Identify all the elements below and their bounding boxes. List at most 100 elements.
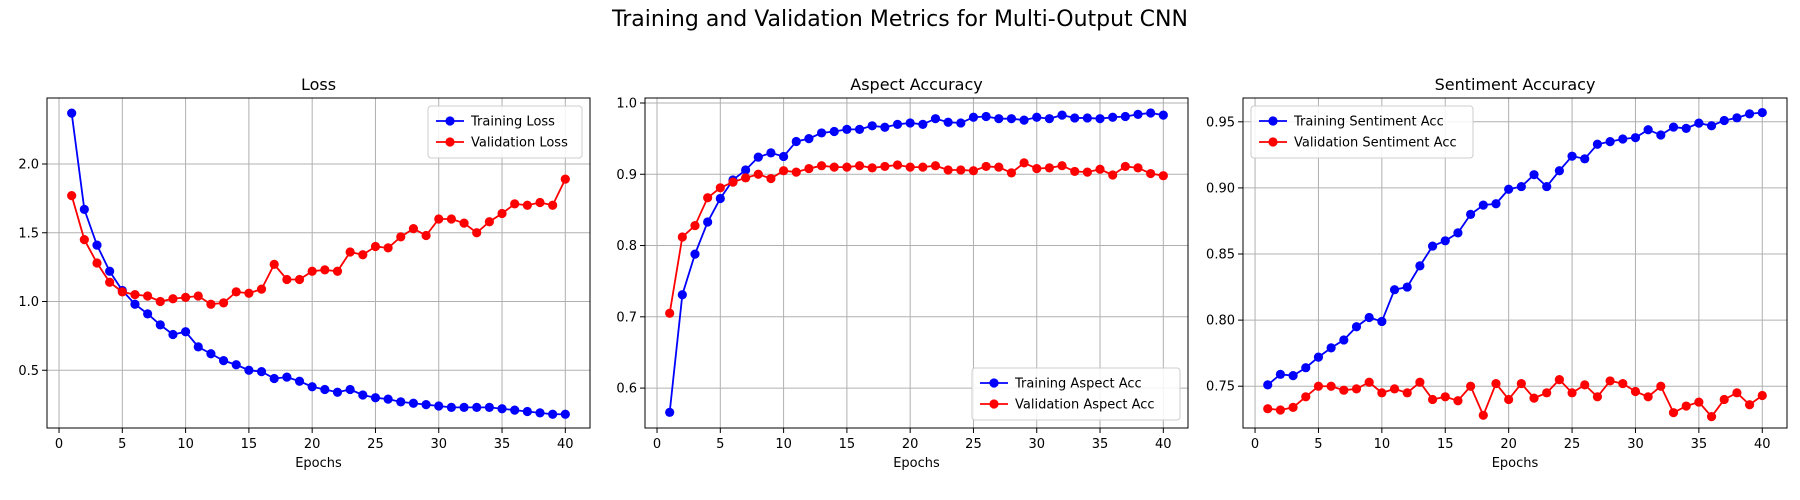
data-point-s1-38 xyxy=(1133,109,1143,119)
data-point-s1-29 xyxy=(421,400,431,410)
data-point-s1-15 xyxy=(244,365,254,375)
data-point-s2-6 xyxy=(1326,381,1336,391)
data-point-s2-26 xyxy=(1580,380,1590,390)
x-tick-label-4: 20 xyxy=(304,437,321,452)
legend-marker-2 xyxy=(1268,137,1278,147)
data-point-s2-5 xyxy=(117,287,127,297)
legend: Training Aspect Acc Validation Aspect Acc xyxy=(971,367,1181,421)
data-point-s1-20 xyxy=(1504,184,1514,194)
subplot-title: Sentiment Accuracy xyxy=(1435,75,1596,94)
data-point-s2-31 xyxy=(446,214,457,224)
series-line-1 xyxy=(70,113,566,416)
y-tick-label-1: 1.0 xyxy=(18,295,39,310)
data-point-s2-19 xyxy=(294,274,305,285)
data-point-s1-17 xyxy=(867,121,877,131)
data-point-s2-24 xyxy=(358,250,368,260)
data-point-s1-21 xyxy=(1516,181,1526,192)
x-tick-label-8: 40 xyxy=(557,437,574,452)
data-point-s2-11 xyxy=(193,291,203,301)
data-point-s1-37 xyxy=(1120,111,1130,122)
data-point-s1-14 xyxy=(231,360,241,370)
data-point-s2-11 xyxy=(1389,384,1400,394)
data-point-s1-16 xyxy=(854,124,865,134)
data-point-s2-32 xyxy=(1656,381,1666,391)
data-point-s1-9 xyxy=(168,329,178,340)
data-point-s2-20 xyxy=(905,162,915,172)
data-point-s1-18 xyxy=(282,372,292,382)
data-point-s1-19 xyxy=(294,376,305,386)
data-point-s1-40 xyxy=(1757,107,1767,118)
data-point-s2-25 xyxy=(370,241,381,252)
series-line-1 xyxy=(668,112,1164,413)
data-point-s2-31 xyxy=(1643,392,1653,402)
legend-marker-1 xyxy=(989,378,999,388)
data-point-s1-14 xyxy=(829,126,839,137)
data-point-s2-23 xyxy=(1542,388,1552,398)
data-point-s2-4 xyxy=(105,277,115,287)
data-point-s1-26 xyxy=(383,394,393,404)
data-point-s2-23 xyxy=(943,165,953,175)
data-point-s2-4 xyxy=(703,193,713,203)
data-point-s2-30 xyxy=(1630,386,1641,397)
data-point-s2-36 xyxy=(1706,412,1717,422)
x-tick-label-3: 15 xyxy=(1437,437,1454,452)
data-point-s2-13 xyxy=(1415,377,1425,387)
data-point-s1-5 xyxy=(1313,352,1324,362)
data-point-s2-35 xyxy=(1694,397,1704,407)
data-point-s1-21 xyxy=(320,384,330,395)
series-line-1 xyxy=(1267,111,1763,386)
data-point-s1-22 xyxy=(930,114,941,124)
data-point-s1-9 xyxy=(766,148,776,158)
data-point-s1-4 xyxy=(105,266,115,276)
data-point-s1-39 xyxy=(548,409,558,419)
data-point-s2-27 xyxy=(1592,392,1603,402)
legend-box xyxy=(971,367,1181,421)
data-point-s2-34 xyxy=(484,217,494,227)
data-point-s2-7 xyxy=(143,291,153,301)
data-point-s2-6 xyxy=(728,177,738,187)
x-tick-label-5: 25 xyxy=(1564,437,1581,452)
data-point-s1-12 xyxy=(1402,282,1412,292)
data-point-s2-38 xyxy=(1133,163,1143,173)
subplot-2: 0 5 10 15 20 25 30 35 40 0.6 0.7 0.8 0.9 1.0 Aspect Ac… xyxy=(616,75,1189,471)
y-tick-label-0: 0.6 xyxy=(616,382,637,397)
data-point-s1-35 xyxy=(497,404,507,414)
data-point-s2-17 xyxy=(1466,381,1476,391)
data-point-s1-39 xyxy=(1744,109,1755,119)
axes-frame xyxy=(1242,97,1788,429)
data-point-s2-17 xyxy=(867,163,877,173)
data-point-s1-28 xyxy=(1605,137,1615,147)
data-point-s2-30 xyxy=(434,214,444,224)
data-point-s1-18 xyxy=(880,122,890,132)
data-point-s2-37 xyxy=(522,200,532,210)
data-point-s2-39 xyxy=(1146,168,1156,179)
y-tick-label-4: 0.95 xyxy=(1206,115,1235,130)
x-tick-label-0: 0 xyxy=(55,437,63,452)
data-point-s2-18 xyxy=(1478,410,1488,420)
data-point-s2-40 xyxy=(560,174,570,184)
data-point-s2-9 xyxy=(766,173,776,184)
data-point-s2-22 xyxy=(930,161,941,171)
data-point-s1-8 xyxy=(753,152,763,162)
data-point-s2-12 xyxy=(1402,388,1412,398)
data-point-s1-35 xyxy=(1694,118,1704,128)
data-point-s1-31 xyxy=(1643,125,1653,135)
data-point-s1-36 xyxy=(1108,112,1118,122)
data-point-s1-3 xyxy=(92,240,102,250)
data-point-s1-27 xyxy=(994,114,1004,124)
data-point-s2-30 xyxy=(1032,163,1042,174)
data-point-s2-3 xyxy=(1288,402,1298,412)
data-point-s2-37 xyxy=(1120,161,1130,172)
data-point-s2-19 xyxy=(1491,378,1501,389)
data-point-s2-25 xyxy=(1567,388,1577,398)
y-tick-label-2: 0.85 xyxy=(1206,248,1235,263)
data-point-s1-38 xyxy=(535,408,545,418)
data-point-s2-16 xyxy=(854,161,865,171)
data-point-s1-39 xyxy=(1146,108,1156,118)
legend: Training Sentiment Acc Validation Sentime… xyxy=(1250,105,1474,159)
data-point-s2-38 xyxy=(1732,388,1742,398)
data-point-s2-25 xyxy=(968,166,979,176)
data-point-s1-17 xyxy=(269,373,279,384)
